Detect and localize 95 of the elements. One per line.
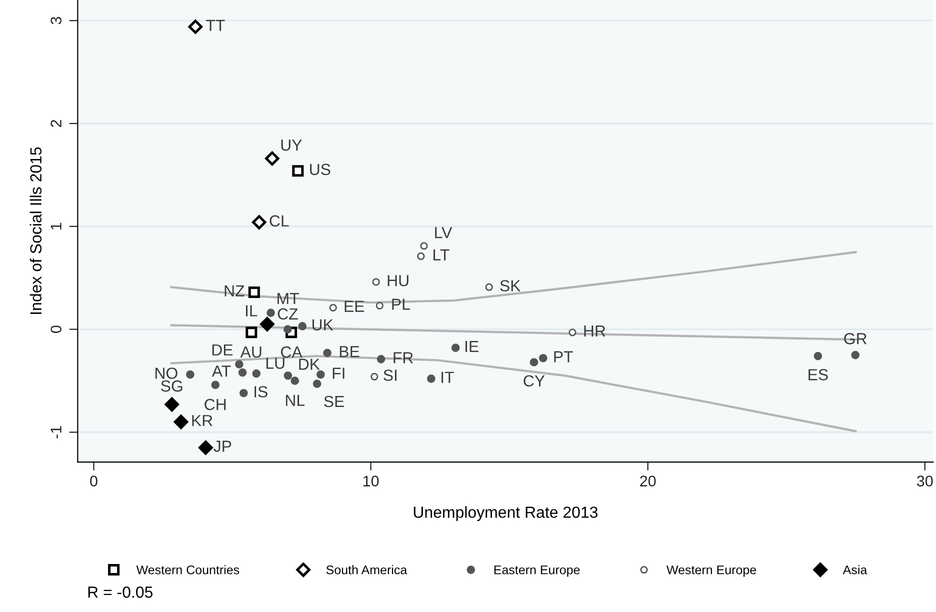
- point: [235, 360, 244, 368]
- point: [239, 388, 248, 398]
- annotation: FI: [332, 368, 344, 379]
- point: [260, 317, 274, 332]
- y-tick-label: 3: [50, 17, 62, 24]
- point: [186, 370, 194, 379]
- annotation: GR: [844, 333, 867, 344]
- point: [312, 380, 322, 388]
- annotation: SI: [384, 370, 396, 381]
- legend-label: Eastern Europe: [494, 566, 580, 577]
- point: [252, 215, 266, 230]
- annotation: EE: [344, 300, 364, 312]
- point: [420, 242, 428, 250]
- annotation: SE: [324, 396, 344, 408]
- annotation: NZ: [224, 285, 244, 296]
- point: [451, 344, 460, 352]
- point: [252, 369, 261, 378]
- annotation: HU: [388, 275, 408, 286]
- x-tick-label: 0: [90, 476, 98, 486]
- annotation: FR: [394, 352, 413, 364]
- annotation: DK: [299, 358, 320, 370]
- point: [248, 286, 260, 298]
- annotation: IT: [442, 372, 454, 383]
- annotation: KR: [192, 415, 212, 426]
- annotation: IS: [254, 386, 268, 398]
- annotation: ES: [808, 369, 828, 380]
- y-tick-label: 0: [50, 326, 62, 333]
- point: [530, 358, 538, 366]
- annotation: PL: [392, 298, 410, 310]
- point: [246, 326, 258, 338]
- x-tick-label: 20: [640, 476, 656, 486]
- legend-label: Asia: [842, 565, 868, 574]
- x-tick-label: 10: [363, 476, 379, 486]
- annotation: AU: [240, 346, 262, 358]
- annotation: NO: [156, 368, 178, 379]
- y-tick-label: -1: [50, 426, 62, 438]
- point: [538, 354, 548, 362]
- annotation: IL: [246, 305, 258, 316]
- annotation: HR: [584, 326, 606, 337]
- point: [372, 278, 380, 286]
- y-tick-label: 1: [50, 222, 62, 230]
- annotation: CH: [204, 398, 226, 410]
- annotation: JP: [214, 440, 232, 452]
- y-tick-label: 2: [50, 120, 62, 127]
- text: R = -0.05: [88, 586, 153, 598]
- point: [174, 414, 188, 430]
- point: [376, 302, 384, 310]
- annotation: LT: [434, 249, 450, 260]
- point: [370, 372, 378, 380]
- point: [568, 328, 576, 336]
- annotation: CZ: [278, 308, 298, 320]
- annotation: LU: [266, 358, 284, 369]
- point: [211, 380, 220, 390]
- legend-label: Western Countries: [136, 565, 240, 574]
- annotation: BE: [340, 346, 360, 358]
- annotation: NL: [286, 394, 305, 406]
- point: [198, 440, 213, 455]
- x-axis-title: Unemployment Rate 2013: [414, 506, 598, 522]
- point: [290, 376, 300, 385]
- point: [164, 397, 180, 412]
- annotation: CL: [270, 215, 289, 227]
- x-tick-label: 30: [916, 476, 933, 486]
- point: [188, 20, 203, 34]
- point: [238, 368, 247, 377]
- point: [427, 374, 436, 383]
- point: [376, 354, 386, 364]
- point: [292, 165, 304, 177]
- point: [851, 350, 860, 360]
- annotation: MT: [278, 292, 299, 304]
- annotation: SG: [161, 380, 182, 392]
- annotation: DE: [212, 344, 233, 356]
- annotation: SK: [500, 280, 521, 292]
- annotation: US: [310, 164, 330, 176]
- point: [298, 322, 307, 330]
- point: [329, 304, 337, 312]
- point: [266, 308, 275, 318]
- point: [814, 352, 822, 360]
- annotation: UK: [312, 319, 334, 331]
- annotation: CA: [281, 346, 302, 358]
- annotation: CY: [524, 375, 545, 387]
- point: [284, 371, 292, 380]
- legend-label: South America: [326, 565, 408, 574]
- annotation: UY: [281, 140, 302, 151]
- point: [316, 370, 325, 379]
- annotation: AT: [212, 366, 231, 377]
- point: [265, 151, 280, 166]
- annotation: PT: [554, 351, 573, 362]
- annotation: IE: [466, 340, 478, 352]
- legend-label: Western Europe: [666, 566, 756, 577]
- annotation: LV: [435, 227, 452, 238]
- y-axis-title: Index of Social Ills 2015: [30, 147, 42, 314]
- annotation: TT: [206, 20, 225, 31]
- point: [323, 348, 332, 358]
- point: [485, 283, 493, 291]
- point: [417, 252, 425, 260]
